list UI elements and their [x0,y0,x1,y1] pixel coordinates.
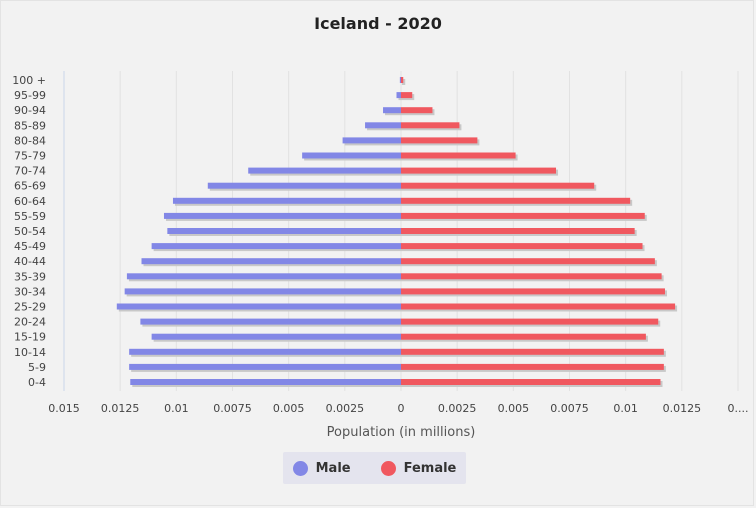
female-bar-45-49[interactable] [401,243,643,250]
male-bar-30-34[interactable] [124,288,401,295]
male-bar-5-9[interactable] [129,363,402,370]
female-bar-60-64[interactable] [401,197,631,204]
y-tick-label: 10-14 [14,346,46,359]
x-tick-label: 0.0125 [101,402,140,415]
male-legend-dot-icon [292,460,308,476]
male-bar-80-84[interactable] [342,137,401,144]
y-tick-label: 95-99 [14,89,46,102]
x-tick-label: 0.01 [613,402,638,415]
y-tick-label: 75-79 [14,150,46,163]
male-bar-100[interactable] [399,77,401,83]
female-bar-5-9[interactable] [401,363,664,370]
x-tick-label: 0 [398,402,405,415]
female-bar-100[interactable] [401,77,404,83]
x-tick-label: 0.015 [48,402,80,415]
x-tick-label: 0.0125 [663,402,702,415]
y-tick-label: 20-24 [14,316,46,329]
x-tick-label: 0.... [728,402,749,415]
female-bar-15-19[interactable] [401,333,646,340]
y-axis-labels: 0-4 5-9 10-14 15-19 20-24 25-29 30-34 35-39 40-4… [12,74,46,389]
male-bar-50-54[interactable] [167,228,401,234]
male-bar-70-74[interactable] [248,167,401,174]
legend-label-female: Female [403,460,457,476]
female-bar-50-54[interactable] [401,228,635,234]
y-tick-label: 45-49 [14,240,46,253]
y-tick-label: 35-39 [14,270,46,283]
male-bar-90-94[interactable] [383,107,401,114]
y-tick-label: 55-59 [14,210,46,223]
male-bar-25-29[interactable] [116,303,402,310]
x-tick-label: 0.005 [273,402,305,415]
y-tick-label: 100 + [12,74,46,87]
female-bar-65-69[interactable] [401,182,595,189]
female-bar-75-79[interactable] [401,152,516,159]
female-bar-0-4[interactable] [401,379,661,385]
male-bar-45-49[interactable] [151,243,401,250]
x-tick-label: 0.0025 [326,402,365,415]
y-tick-label: 80-84 [14,134,46,147]
y-tick-label: 5-9 [28,361,46,374]
female-bar-90-94[interactable] [401,107,433,114]
legend-item-male[interactable]: Male [292,460,351,476]
y-tick-label: 40-44 [14,255,46,268]
legend: Male Female [283,452,466,484]
chart-title: Iceland - 2020 [314,14,442,33]
male-bar-75-79[interactable] [302,152,401,159]
female-bar-20-24[interactable] [401,318,659,325]
male-bar-10-14[interactable] [129,348,402,355]
male-bar-40-44[interactable] [141,258,401,265]
female-bar-35-39[interactable] [401,273,662,280]
female-bar-80-84[interactable] [401,137,478,144]
male-bar-15-19[interactable] [151,333,401,340]
bar-shadow [403,79,406,85]
female-bar-25-29[interactable] [401,303,676,310]
x-axis-labels: 0.015 0.0125 0.01 0.0075 0.005 0.0025 0 0.0025 0… [48,402,748,415]
y-tick-label: 70-74 [14,165,46,178]
female-bar-40-44[interactable] [401,258,655,265]
x-tick-label: 0.0025 [438,402,477,415]
female-bar-55-59[interactable] [401,212,645,219]
female-bar-10-14[interactable] [401,348,664,355]
y-tick-label: 15-19 [14,331,46,344]
x-axis-title: Population (in millions) [327,425,476,440]
y-tick-label: 0-4 [28,376,46,389]
male-bar-55-59[interactable] [163,212,401,219]
male-bar-0-4[interactable] [130,379,401,385]
legend-label-male: Male [315,460,351,476]
y-tick-label: 50-54 [14,225,46,238]
male-bar-95-99[interactable] [396,92,401,99]
y-tick-label: 85-89 [14,119,46,132]
female-bar-85-89[interactable] [401,122,460,129]
x-tick-label: 0.0075 [213,402,252,415]
male-bar-60-64[interactable] [172,197,401,204]
y-tick-label: 25-29 [14,301,46,314]
female-bar-70-74[interactable] [401,167,557,174]
x-tick-label: 0.0075 [550,402,589,415]
female-bar-95-99[interactable] [401,92,413,99]
male-bar-65-69[interactable] [207,182,401,189]
x-tick-label: 0.01 [164,402,189,415]
bars-layer [116,77,678,387]
y-tick-label: 60-64 [14,195,46,208]
male-bar-35-39[interactable] [126,273,401,280]
y-tick-label: 30-34 [14,285,46,298]
y-tick-label: 90-94 [14,104,46,117]
female-bar-30-34[interactable] [401,288,665,295]
legend-item-female[interactable]: Female [380,460,457,476]
y-tick-label: 65-69 [14,180,46,193]
male-bar-20-24[interactable] [140,318,402,325]
male-bar-85-89[interactable] [365,122,401,129]
x-tick-label: 0.005 [498,402,530,415]
female-legend-dot-icon [380,460,396,476]
